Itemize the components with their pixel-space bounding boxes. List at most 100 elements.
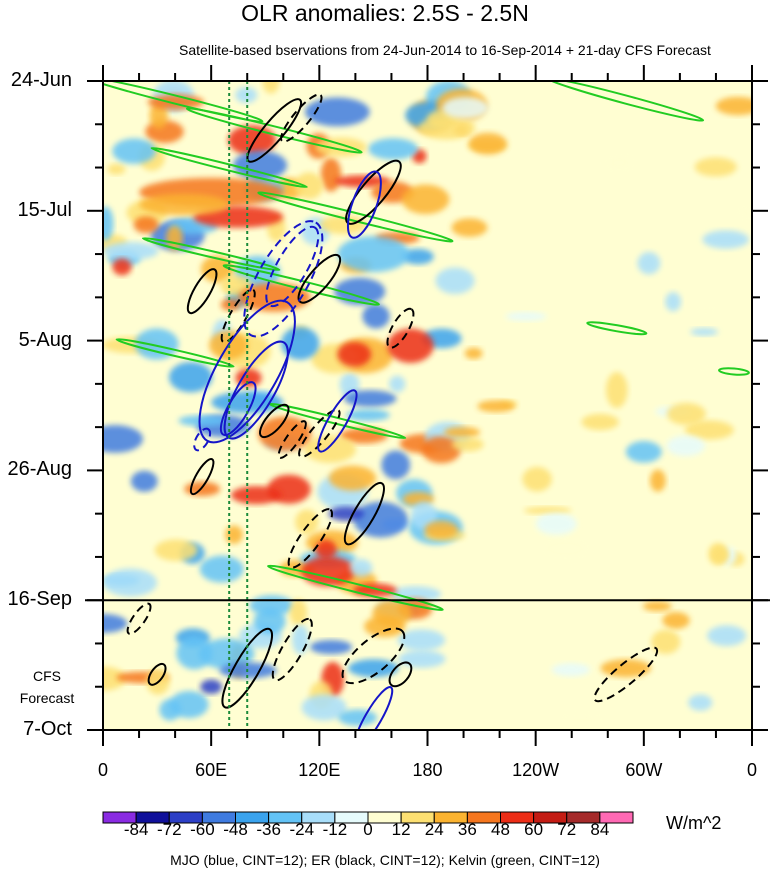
anomaly-patch [304, 97, 370, 127]
anomaly-patch [398, 650, 446, 668]
anomaly-patch [348, 659, 399, 678]
anomaly-patch [294, 172, 324, 200]
anomaly-patch [301, 694, 347, 721]
anomaly-patch [107, 163, 126, 175]
anomaly-patch [637, 252, 661, 275]
anomaly-patch [328, 465, 377, 491]
mjo-contour [353, 686, 394, 730]
y-tick-label: 16-Sep [7, 588, 73, 611]
anomaly-patch [350, 559, 373, 577]
kelvin-contour [257, 191, 454, 243]
anomaly-patch [424, 520, 459, 539]
anomaly-patch [443, 426, 481, 438]
anomaly-patch [281, 326, 320, 360]
colorbar-label: 0 [363, 820, 373, 839]
anomaly-patch [200, 679, 222, 694]
mjo-contour [198, 299, 296, 444]
anomaly-patch [184, 481, 221, 497]
x-tick-label: 60E [195, 760, 228, 780]
anomaly-patch [522, 466, 552, 492]
cfs-label: CFS [33, 668, 61, 684]
anomaly-patch [139, 193, 230, 216]
anomaly-patch [301, 556, 356, 587]
colorbar-swatch [599, 811, 634, 824]
kelvin-contour [115, 338, 235, 368]
anomaly-patch [625, 441, 662, 463]
anomaly-patch [133, 216, 159, 234]
x-tick-label: 60W [625, 760, 663, 780]
anomaly-patch [581, 413, 619, 431]
colorbar-label: -36 [256, 820, 281, 839]
anomaly-patch [707, 625, 747, 647]
anomaly-patch [665, 292, 682, 312]
anomaly-patch [702, 230, 750, 249]
anomaly-patch [421, 436, 461, 464]
y-tick-label: 15-Jul [17, 198, 72, 221]
x-tick-label: 120E [298, 760, 341, 780]
anomaly-patch [343, 390, 397, 407]
anomaly-patch [103, 206, 114, 241]
x-tick-label: 180 [412, 760, 443, 780]
colorbar-label: 84 [590, 820, 610, 839]
anomaly-patch [684, 420, 734, 440]
anomaly-patch [149, 102, 168, 129]
anomaly-patch [178, 415, 227, 427]
kelvin-contour [718, 367, 750, 376]
anomaly-patch [401, 184, 450, 215]
colorbar-label: 12 [391, 820, 411, 839]
colorbar-label: 48 [491, 820, 510, 839]
kelvin-contour [141, 237, 281, 272]
anomaly-patch [387, 328, 434, 363]
anomaly-patch [642, 600, 672, 612]
anomaly-patch [235, 368, 262, 388]
anomaly-patch [464, 347, 483, 360]
anomaly-patch [309, 639, 353, 655]
legend-footer: MJO (blue, CINT=12); ER (black, CINT=12)… [170, 852, 600, 868]
anomaly-patch [662, 611, 690, 629]
mjo-contour [346, 170, 382, 239]
er-contour [259, 403, 290, 439]
colorbar-label: -72 [156, 820, 182, 839]
anomaly-patch [666, 435, 705, 457]
colorbar-label: -84 [123, 820, 149, 839]
y-tick-label: 24-Jun [10, 69, 72, 91]
colorbar-label: -24 [289, 820, 315, 839]
anomaly-patch [738, 205, 752, 221]
anomaly-patch [103, 568, 158, 597]
anomaly-patch [103, 242, 159, 260]
anomaly-patch [103, 666, 126, 691]
er-contour [186, 268, 218, 315]
er-contour [126, 602, 152, 635]
anomaly-patch [168, 362, 213, 393]
anomaly-patch [551, 663, 591, 677]
anomaly-patch [402, 248, 434, 265]
anomaly-patch [468, 132, 507, 155]
anomaly-patch [134, 328, 179, 360]
anomaly-patch [346, 409, 390, 422]
y-tick-label: 7-Oct [23, 718, 72, 740]
anomaly-patch [258, 416, 312, 452]
anomaly-patch [262, 81, 280, 94]
anomaly-patch [694, 157, 737, 177]
anomaly-patch [154, 539, 198, 561]
anomaly-patch [477, 400, 516, 413]
anomaly-patch [604, 153, 634, 172]
anomaly-patch [651, 629, 681, 654]
anomaly-patch [334, 277, 386, 306]
colorbar-label: -48 [223, 820, 248, 839]
colorbar-label: -60 [190, 820, 215, 839]
anomaly-patch [225, 525, 243, 544]
anomaly-patch [650, 469, 666, 492]
er-contour [388, 661, 413, 688]
colorbar-label: 24 [424, 820, 444, 839]
anomaly-patch [712, 546, 729, 563]
chart-title: OLR anomalies: 2.5S - 2.5N [241, 0, 529, 26]
anomaly-patch [505, 311, 547, 321]
anomaly-patch [523, 506, 572, 515]
colorbar-label: 60 [524, 820, 544, 839]
anomaly-patch [289, 598, 307, 626]
colorbar-units: W/m^2 [666, 813, 722, 833]
anomaly-patch [338, 709, 378, 726]
anomaly-patch [389, 586, 442, 602]
anomaly-patch [304, 435, 357, 463]
